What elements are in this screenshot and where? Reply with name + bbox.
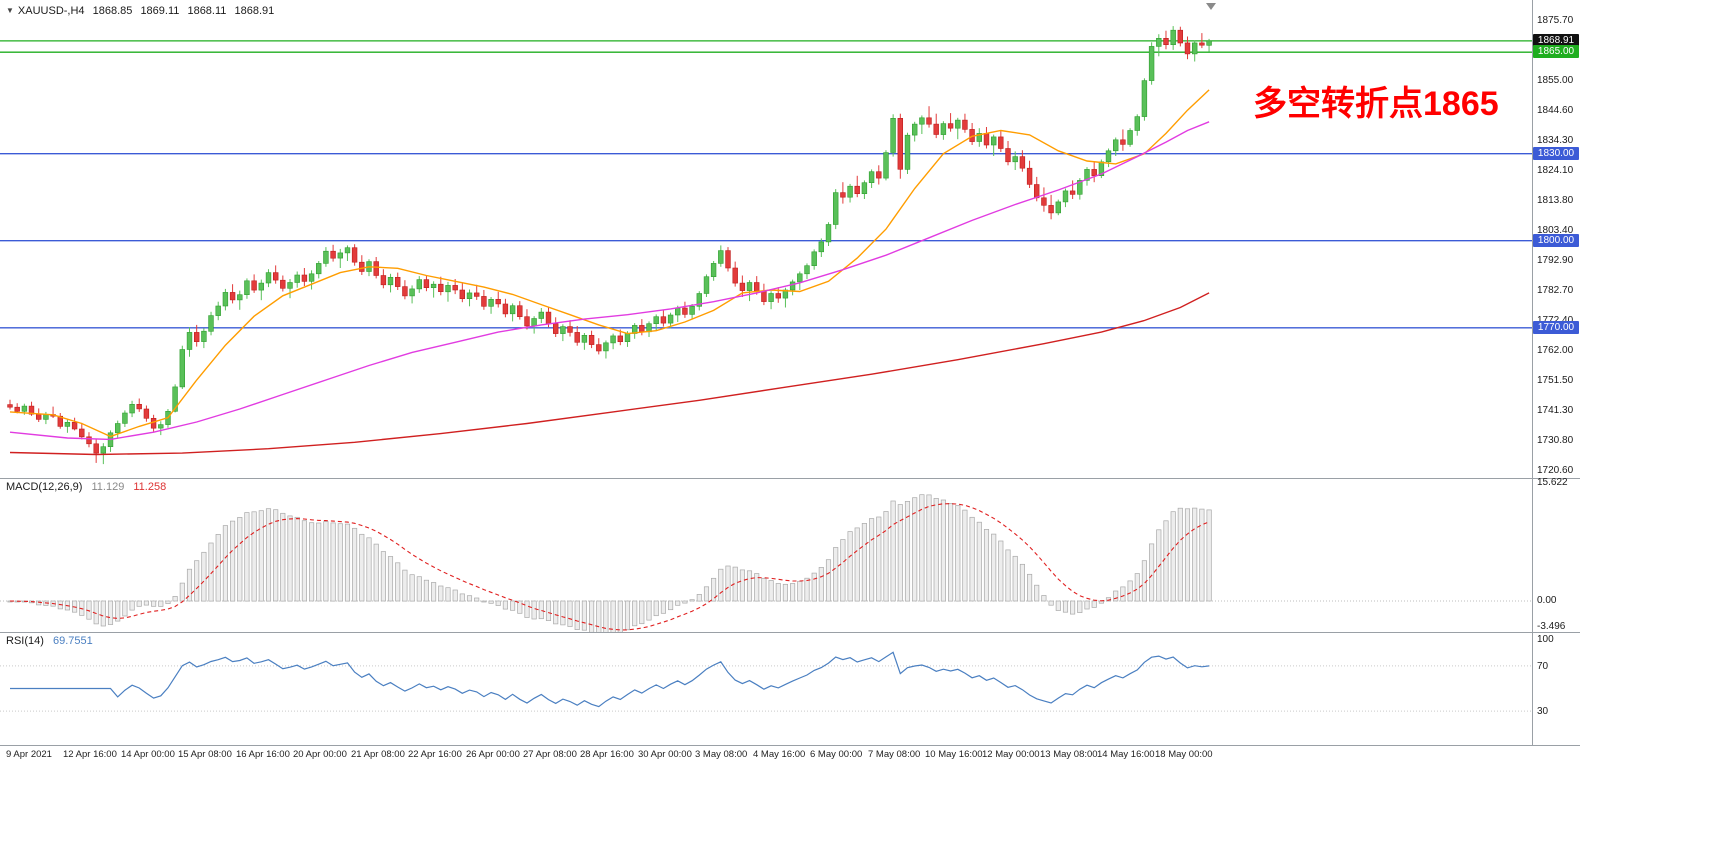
time-axis-label: 12 Apr 16:00	[63, 749, 117, 760]
time-axis-label: 12 May 00:00	[982, 749, 1040, 760]
price-axis-tick: 1855.00	[1537, 75, 1574, 86]
symbol-label: XAUUSD-,H4	[17, 5, 85, 17]
pane-divider[interactable]	[0, 632, 1580, 633]
rsi-value: 69.7551	[52, 635, 93, 647]
macd-signal-line	[9, 503, 1210, 631]
time-axis-label: 9 Apr 2021	[6, 749, 52, 760]
time-axis-label: 21 Apr 08:00	[351, 749, 405, 760]
macd-axis-tick: 15.622	[1537, 477, 1568, 488]
chart-shift-marker-icon[interactable]	[1206, 3, 1216, 10]
time-axis-label: 6 May 00:00	[810, 749, 863, 760]
time-axis-label: 26 Apr 00:00	[466, 749, 520, 760]
price-axis-tick: 1751.50	[1537, 375, 1574, 386]
price-axis-tick: 1772.40	[1537, 315, 1573, 326]
time-axis-label: 4 May 16:00	[753, 749, 806, 760]
open-value: 1868.85	[92, 5, 133, 17]
time-axis-label: 22 Apr 16:00	[408, 749, 462, 760]
time-axis-label: 14 May 16:00	[1097, 749, 1155, 760]
rsi-axis-tick: 30	[1537, 706, 1549, 717]
pane-divider[interactable]	[0, 478, 1580, 479]
pane-divider	[0, 745, 1580, 746]
time-axis-label: 7 May 08:00	[868, 749, 921, 760]
rsi-axis-tick: 100	[1537, 634, 1554, 645]
macd-axis-tick: -3.496	[1537, 621, 1566, 632]
price-axis-tick: 1834.30	[1537, 135, 1574, 146]
macd-axis-tick: 0.00	[1537, 595, 1557, 606]
symbol-dropdown-icon[interactable]: ▼	[6, 6, 14, 15]
ma-mid-magenta-line[interactable]	[9, 121, 1210, 441]
ohlc-header: ▼ XAUUSD-,H4 1868.85 1869.11 1868.11 1868…	[6, 5, 279, 17]
price-axis-tick: 1730.80	[1537, 435, 1574, 446]
price-tag: 1865.00	[1533, 45, 1579, 58]
time-axis-label: 3 May 08:00	[695, 749, 748, 760]
rsi-line	[10, 651, 1210, 708]
turning-point-annotation: 多空转折点1865	[1253, 85, 1499, 123]
rsi-header: RSI(14) 69.7551	[6, 635, 99, 647]
low-value: 1868.11	[187, 5, 227, 17]
rsi-label: RSI(14)	[6, 635, 44, 647]
rsi-axis-tick: 70	[1537, 661, 1549, 672]
close-value: 1868.91	[234, 5, 275, 17]
time-axis-label: 13 May 08:00	[1040, 749, 1098, 760]
time-axis-label: 15 Apr 08:00	[178, 749, 232, 760]
price-axis-tick: 1875.70	[1537, 15, 1574, 26]
price-tag: 1830.00	[1533, 147, 1579, 160]
macd-indicator-canvas[interactable]	[0, 478, 1580, 632]
price-axis-tick: 1844.60	[1537, 105, 1574, 116]
price-axis-tick: 1720.60	[1537, 465, 1574, 476]
price-axis-tick: 1824.10	[1537, 165, 1574, 176]
macd-main-value: 11.129	[91, 481, 125, 493]
macd-header: MACD(12,26,9) 11.129 11.258	[6, 481, 172, 493]
time-axis-label: 28 Apr 16:00	[580, 749, 634, 760]
time-axis-label: 30 Apr 00:00	[638, 749, 692, 760]
ma-fast-orange-line[interactable]	[9, 89, 1210, 438]
price-scale-divider[interactable]	[1532, 0, 1533, 745]
macd-label: MACD(12,26,9)	[6, 481, 83, 493]
time-axis-label: 18 May 00:00	[1155, 749, 1213, 760]
price-tag: 1770.00	[1533, 321, 1579, 334]
price-axis-tick: 1813.80	[1537, 195, 1574, 206]
price-axis-tick: 1782.70	[1537, 285, 1574, 296]
rsi-indicator-canvas[interactable]	[0, 632, 1580, 745]
time-axis-label: 20 Apr 00:00	[293, 749, 347, 760]
ma-slow-red-line[interactable]	[9, 292, 1210, 456]
high-value: 1869.11	[140, 5, 180, 17]
price-axis-tick: 1803.40	[1537, 225, 1574, 236]
time-axis-label: 16 Apr 16:00	[236, 749, 290, 760]
price-axis-tick: 1741.30	[1537, 405, 1574, 416]
price-axis-tick: 1762.00	[1537, 345, 1574, 356]
time-axis-label: 14 Apr 00:00	[121, 749, 175, 760]
time-axis-label: 10 May 16:00	[925, 749, 983, 760]
price-tag: 1868.91	[1533, 34, 1579, 47]
price-tag: 1800.00	[1533, 234, 1579, 247]
price-chart-canvas[interactable]	[0, 0, 1580, 478]
time-axis-label: 27 Apr 08:00	[523, 749, 577, 760]
macd-signal-value: 11.258	[133, 481, 167, 493]
price-axis-tick: 1792.90	[1537, 255, 1574, 266]
